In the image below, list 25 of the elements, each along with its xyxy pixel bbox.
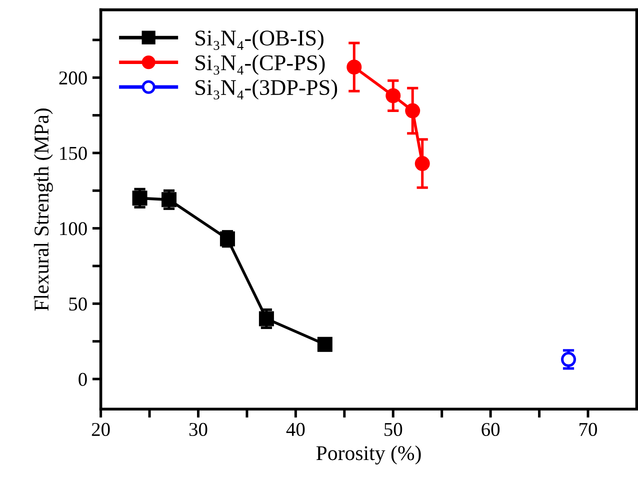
y-axis-title: Flexural Strength (MPa)	[34, 108, 53, 311]
point	[317, 336, 332, 352]
point	[561, 352, 576, 367]
point	[132, 190, 148, 206]
y-tick-label: 100	[60, 222, 87, 236]
y-tick-label: 0	[78, 372, 87, 386]
x-tick-label: 50	[384, 422, 402, 436]
legend-label: Si₃N₄-(OB-IS)	[196, 30, 324, 50]
point	[414, 156, 430, 172]
legend-label: Si₃N₄-(3DP-PS)	[196, 79, 338, 100]
x-axis-title: Porosity (%)	[316, 446, 421, 464]
legend-label: Si₃N₄-(CP-PS)	[196, 54, 325, 75]
y-tick-label: 200	[59, 71, 87, 85]
y-tick-label: 150	[60, 146, 87, 160]
point	[162, 192, 177, 208]
x-tick-label: 40	[286, 422, 305, 436]
y-tick-label: 50	[69, 297, 87, 311]
x-tick-label: 30	[189, 422, 208, 436]
x-tick-label: 60	[482, 422, 500, 436]
point	[405, 103, 420, 118]
x-tick-label: 70	[580, 422, 597, 436]
point	[386, 88, 401, 104]
x-tick-label: 20	[92, 422, 110, 436]
point	[346, 60, 362, 75]
point	[258, 311, 274, 326]
